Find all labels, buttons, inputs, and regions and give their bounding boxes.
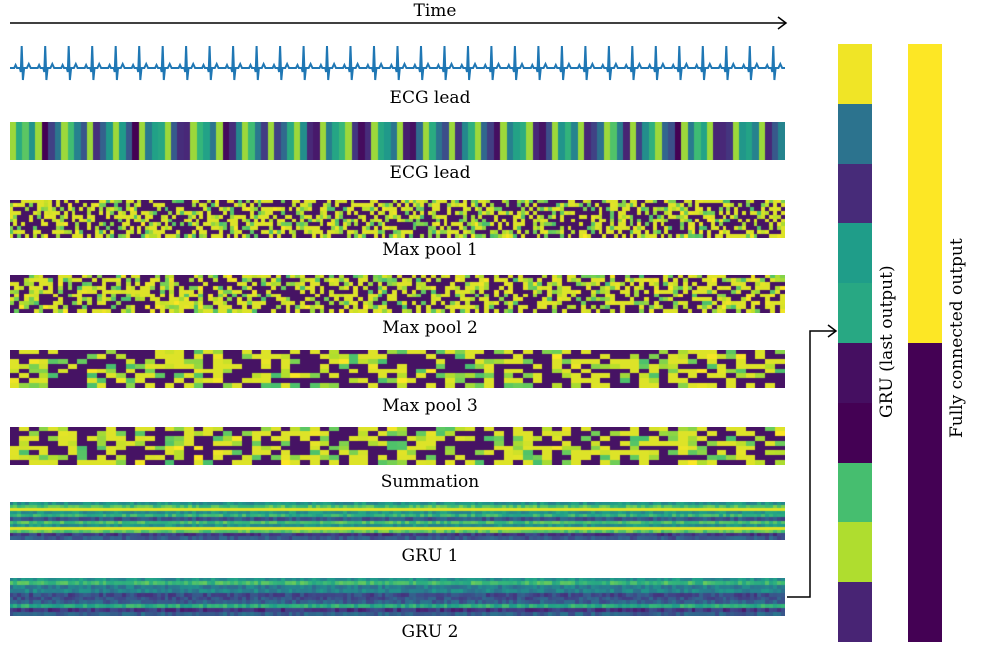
ecg-heatmap <box>10 122 785 160</box>
time-axis-label: Time <box>413 1 457 21</box>
gru-output-segment <box>838 163 872 224</box>
summation-heatmap <box>10 427 785 465</box>
ecg-heatmap-label: ECG lead <box>389 163 471 183</box>
gru-output-segment <box>838 103 872 164</box>
fc-output-segment <box>908 343 942 642</box>
gru-2-label: GRU 2 <box>401 622 459 642</box>
gru-2-heatmap <box>10 578 785 616</box>
max-pool-3-label: Max pool 3 <box>382 396 478 416</box>
summation-strip <box>10 427 785 465</box>
ecg-signal-strip <box>10 44 785 84</box>
fc-output-label: Fully connected output <box>947 238 967 438</box>
max-pool-3-strip <box>10 350 785 388</box>
fc-output-segment <box>908 44 942 343</box>
gru-1-label: GRU 1 <box>401 546 459 566</box>
gru-output-segment <box>838 582 872 642</box>
max-pool-2-strip <box>10 275 785 313</box>
summation-label: Summation <box>380 472 480 492</box>
gru-last-output-label: GRU (last output) <box>877 265 897 418</box>
ecg-trace <box>10 45 785 81</box>
gru-output-segment <box>838 223 872 284</box>
ecg-waveform <box>10 45 785 81</box>
max-pool-1-strip <box>10 200 785 238</box>
max-pool-1-label: Max pool 1 <box>382 240 478 260</box>
max-pool-2-label: Max pool 2 <box>382 318 478 338</box>
gru-output-segment <box>838 343 872 403</box>
gru-output-segment <box>838 283 872 343</box>
gru-1-heatmap <box>10 502 785 540</box>
gru-1-strip <box>10 502 785 540</box>
time-arrow-head <box>777 16 788 30</box>
max-pool-2-heatmap <box>10 275 785 313</box>
connector-arrow-head <box>827 324 838 338</box>
ecg-signal-label: ECG lead <box>389 88 471 108</box>
gru-last-output-column <box>838 44 872 642</box>
gru-output-segment <box>838 44 872 104</box>
gru-output-segment <box>838 402 872 463</box>
gru-output-segment <box>838 522 872 583</box>
max-pool-1-heatmap <box>10 200 785 238</box>
max-pool-3-heatmap <box>10 350 785 388</box>
gru2-to-gru-output-connector <box>787 330 835 598</box>
fc-output-column <box>908 44 942 642</box>
ecg-heatmap-strip <box>10 122 785 160</box>
gru-2-strip <box>10 578 785 616</box>
gru-output-segment <box>838 462 872 523</box>
